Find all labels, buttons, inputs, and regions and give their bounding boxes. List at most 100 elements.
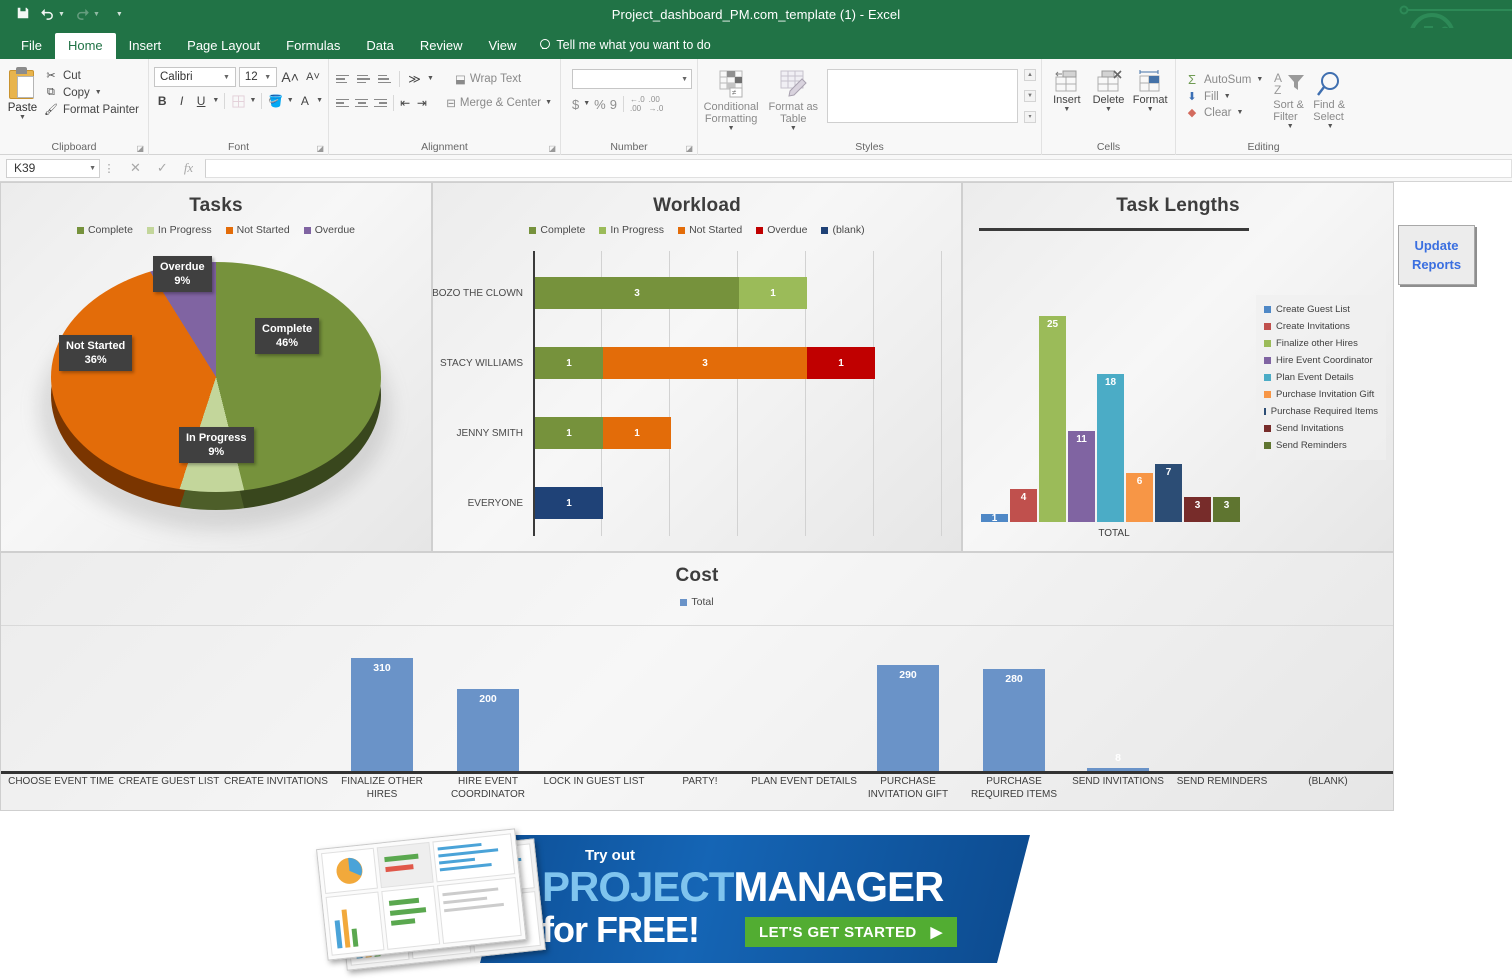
currency-dropdown-icon[interactable]: ▼ <box>583 100 591 107</box>
bar-segment[interactable]: 1 <box>603 417 671 449</box>
delete-dropdown-icon[interactable]: ▼ <box>1105 106 1112 113</box>
styles-scroll-up-icon[interactable]: ▲ <box>1023 69 1036 81</box>
currency-format-button[interactable]: $ <box>572 96 580 112</box>
tell-me-search[interactable]: Tell me what you want to do <box>529 32 720 59</box>
legend-item[interactable]: Complete <box>529 224 585 236</box>
merge-dropdown-icon[interactable]: ▼ <box>545 99 552 106</box>
redo-dropdown-icon[interactable]: ▼ <box>92 10 100 18</box>
decrease-font-size-button[interactable]: A˅ <box>306 71 320 83</box>
confirm-entry-icon[interactable]: ✓ <box>156 160 168 175</box>
bold-button[interactable]: B <box>157 94 167 108</box>
cancel-entry-icon[interactable]: ✕ <box>130 160 141 175</box>
alignment-dialog-launcher[interactable]: ◪ <box>548 144 556 153</box>
legend-item[interactable]: Overdue <box>756 224 807 236</box>
merge-center-button[interactable]: ⊟ Merge & Center ▼ <box>443 96 555 110</box>
cut-button[interactable]: ✂ Cut <box>40 68 143 83</box>
tab-file[interactable]: File <box>21 38 42 53</box>
tab-review[interactable]: Review <box>419 38 463 53</box>
tab-page-layout[interactable]: Page Layout <box>187 38 261 53</box>
legend-item[interactable]: Send Reminders <box>1264 437 1378 454</box>
bar[interactable]: 290 <box>877 665 939 771</box>
bar[interactable]: 6 <box>1126 473 1153 522</box>
format-painter-button[interactable]: 🖌 Format Painter <box>40 102 143 117</box>
orientation-dropdown-icon[interactable]: ▼ <box>427 75 434 82</box>
bar[interactable]: 18 <box>1097 374 1124 522</box>
font-size-select[interactable]: 12 ▼ <box>238 67 278 87</box>
find-select-button[interactable]: Find & Select ▼ <box>1313 69 1347 155</box>
conditional-formatting-dropdown-icon[interactable]: ▼ <box>727 125 735 132</box>
decrease-decimal-button[interactable]: .00 →.0 <box>648 95 664 113</box>
decrease-indent-icon[interactable]: ⇤ <box>400 96 411 110</box>
bar[interactable]: 3 <box>1213 497 1240 522</box>
align-center-icon[interactable] <box>353 94 370 112</box>
comma-format-button[interactable]: 9 <box>609 96 617 112</box>
bar[interactable]: 4 <box>1010 489 1037 522</box>
legend-item[interactable]: (blank) <box>821 224 865 236</box>
bar-segment[interactable]: 1 <box>739 277 807 309</box>
font-color-icon[interactable]: A <box>300 94 309 108</box>
chevron-down-icon[interactable]: ▼ <box>89 164 96 172</box>
bar-segment[interactable]: 1 <box>807 347 875 379</box>
bar[interactable] <box>1087 768 1149 771</box>
paste-dropdown-icon[interactable]: ▼ <box>19 114 26 121</box>
increase-decimal-button[interactable]: ←.0.00 <box>629 95 645 113</box>
sort-filter-dropdown-icon[interactable]: ▼ <box>1286 123 1294 130</box>
legend-item[interactable]: Total <box>680 596 714 608</box>
projectmanager-banner-ad[interactable]: Try out PROJECTMANAGER for FREE! LET'S G… <box>316 825 1030 979</box>
number-format-select[interactable]: ▼ <box>572 69 692 89</box>
clear-button[interactable]: ◆ Clear ▼ <box>1181 105 1267 120</box>
font-dialog-launcher[interactable]: ◪ <box>316 144 324 153</box>
customize-qat-icon[interactable]: ▼ <box>115 10 123 18</box>
autosum-dropdown-icon[interactable]: ▼ <box>1256 75 1264 83</box>
legend-item[interactable]: Not Started <box>225 224 290 236</box>
styles-more-icon[interactable]: ▾ <box>1023 111 1036 123</box>
fill-color-icon[interactable]: 🪣 <box>268 94 283 108</box>
format-dropdown-icon[interactable]: ▼ <box>1146 106 1154 113</box>
bar[interactable]: 7 <box>1155 464 1182 522</box>
undo-dropdown-icon[interactable]: ▼ <box>58 10 65 18</box>
align-bottom-icon[interactable] <box>376 70 395 88</box>
copy-dropdown-icon[interactable]: ▼ <box>94 88 102 96</box>
legend-item[interactable]: Not Started <box>678 224 742 236</box>
update-reports-button[interactable]: Update Reports <box>1398 225 1475 285</box>
percent-format-button[interactable]: % <box>594 96 606 112</box>
legend-item[interactable]: Hire Event Coordinator <box>1264 352 1378 369</box>
clear-dropdown-icon[interactable]: ▼ <box>1236 108 1244 116</box>
legend-item[interactable]: Create Invitations <box>1264 318 1378 335</box>
legend-item[interactable]: Plan Event Details <box>1264 369 1378 386</box>
borders-dropdown-icon[interactable]: ▼ <box>249 97 257 104</box>
increase-indent-icon[interactable]: ⇥ <box>416 96 427 110</box>
autosum-button[interactable]: Σ AutoSum ▼ <box>1181 71 1267 88</box>
align-left-icon[interactable] <box>334 94 351 112</box>
legend-item[interactable]: Complete <box>76 224 133 236</box>
fill-button[interactable]: ⬇ Fill ▼ <box>1181 89 1267 104</box>
number-dialog-launcher[interactable]: ◪ <box>685 144 693 153</box>
align-top-icon[interactable] <box>334 70 353 88</box>
bar[interactable]: 310 <box>351 658 413 771</box>
tab-formulas[interactable]: Formulas <box>286 38 341 53</box>
align-right-icon[interactable] <box>372 94 389 112</box>
fill-dropdown-icon[interactable]: ▼ <box>1223 92 1231 100</box>
styles-scroll-down-icon[interactable]: ▼ <box>1023 90 1036 102</box>
tab-home[interactable]: Home <box>54 33 116 59</box>
insert-dropdown-icon[interactable]: ▼ <box>1063 106 1071 113</box>
chart-cost[interactable]: Cost Total 310 200 290 280 8 CHOOSE EVEN… <box>0 552 1394 811</box>
borders-icon[interactable] <box>230 91 246 111</box>
clipboard-dialog-launcher[interactable]: ◪ <box>136 144 144 153</box>
insert-cells-button[interactable]: Insert ▼ <box>1047 69 1087 155</box>
legend-item[interactable]: Overdue <box>303 224 355 236</box>
chart-tasks[interactable]: Tasks Complete In Progress Not Started O… <box>0 182 432 552</box>
delete-cells-button[interactable]: Delete ▼ <box>1089 69 1129 155</box>
legend-item[interactable]: In Progress <box>599 224 664 236</box>
banner-cta-button[interactable]: LET'S GET STARTED ▶ <box>745 917 957 947</box>
format-cells-button[interactable]: Format ▼ <box>1130 69 1170 155</box>
bar-segment[interactable]: 3 <box>603 347 807 379</box>
legend-item[interactable]: Send Invitations <box>1264 420 1378 437</box>
chart-workload[interactable]: Workload Complete In Progress Not Starte… <box>432 182 962 552</box>
bar-segment[interactable]: 1 <box>535 417 603 449</box>
font-color-dropdown-icon[interactable]: ▼ <box>316 97 324 104</box>
bar[interactable]: 3 <box>1184 497 1211 522</box>
legend-item[interactable]: Finalize other Hires <box>1264 335 1378 352</box>
find-select-dropdown-icon[interactable]: ▼ <box>1326 123 1334 130</box>
insert-function-icon[interactable]: fx <box>183 160 194 175</box>
